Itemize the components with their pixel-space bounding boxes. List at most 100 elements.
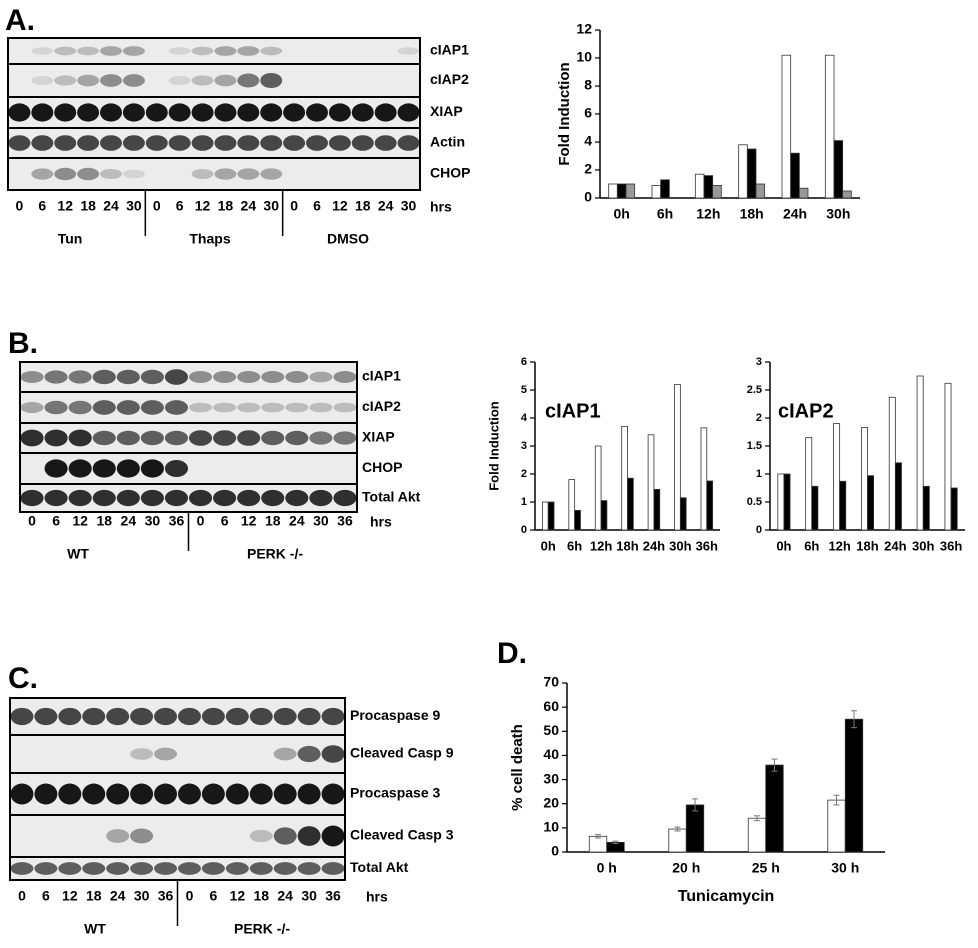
lane-label: 24 bbox=[241, 198, 257, 214]
bar bbox=[833, 140, 844, 199]
bar bbox=[621, 425, 628, 531]
blot-band bbox=[34, 862, 58, 875]
blot-band bbox=[168, 135, 191, 151]
lane-label: 36 bbox=[325, 888, 341, 904]
lane-label: 12 bbox=[57, 198, 73, 214]
lane-label: 36 bbox=[169, 513, 185, 529]
blot-band bbox=[154, 862, 178, 875]
blot-band bbox=[285, 489, 309, 507]
blot-band bbox=[237, 73, 260, 88]
blot-band bbox=[68, 489, 92, 507]
blot-band bbox=[260, 168, 283, 180]
lane-label: 18 bbox=[86, 888, 102, 904]
y-axis-label: Fold Induction bbox=[556, 62, 573, 165]
blot-band bbox=[130, 707, 154, 726]
bar bbox=[746, 148, 757, 199]
blot-band bbox=[397, 103, 420, 122]
x-tick-label: 12h bbox=[590, 538, 612, 553]
blot-band bbox=[397, 135, 420, 151]
y-tick-label: 50 bbox=[543, 722, 559, 738]
x-tick-label: 24h bbox=[884, 538, 906, 553]
y-tick-label: 2.5 bbox=[747, 384, 762, 396]
bar bbox=[922, 485, 930, 531]
y-tick-label: 4 bbox=[521, 412, 528, 424]
lane-label: 24 bbox=[121, 513, 137, 529]
row-label: cIAP2 bbox=[362, 398, 401, 414]
blot-strip bbox=[7, 157, 421, 191]
blot-band bbox=[100, 168, 122, 180]
y-tick-label: 6 bbox=[521, 356, 527, 368]
chart-title: cIAP1 bbox=[545, 400, 601, 422]
blot-band bbox=[214, 135, 237, 151]
blot-band bbox=[54, 75, 77, 86]
lane-label: 24 bbox=[277, 888, 293, 904]
bar bbox=[738, 144, 748, 199]
blot-band bbox=[10, 783, 34, 805]
row-label: Actin bbox=[430, 134, 465, 150]
blot-band bbox=[92, 400, 116, 415]
blot-band bbox=[54, 46, 77, 56]
lane-label: 18 bbox=[96, 513, 112, 529]
blot-band bbox=[249, 862, 273, 875]
blot-band bbox=[31, 75, 54, 86]
blot-band bbox=[154, 747, 178, 761]
lane-label: 30 bbox=[126, 198, 142, 214]
blot-band bbox=[164, 489, 189, 507]
bar bbox=[703, 175, 714, 199]
y-tick-label: 40 bbox=[543, 746, 559, 762]
x-tick-label: 18h bbox=[740, 206, 764, 222]
blot-band bbox=[68, 400, 92, 415]
blot-band bbox=[333, 489, 357, 507]
blot-band bbox=[100, 46, 122, 56]
lane-label: 12 bbox=[241, 513, 257, 529]
blot-band bbox=[164, 400, 189, 415]
blot-band bbox=[188, 402, 213, 413]
blot-band bbox=[92, 459, 116, 478]
blot-band bbox=[188, 371, 213, 383]
bar bbox=[944, 382, 952, 531]
bar bbox=[674, 383, 681, 531]
x-tick-label: 0h bbox=[776, 538, 791, 553]
blot-band bbox=[237, 489, 261, 507]
blot-band bbox=[191, 103, 214, 122]
blot-band bbox=[201, 862, 225, 875]
blot-band bbox=[321, 783, 345, 805]
blot-strip bbox=[9, 734, 346, 774]
blot-band bbox=[10, 707, 34, 726]
row-label: CHOP bbox=[430, 165, 470, 181]
y-tick-label: 1 bbox=[756, 468, 762, 480]
blot-band bbox=[261, 430, 285, 446]
blot-band bbox=[82, 707, 106, 726]
lane-label: 30 bbox=[401, 198, 417, 214]
blot-band bbox=[68, 370, 92, 384]
row-label: XIAP bbox=[362, 429, 395, 445]
blot-band bbox=[213, 371, 237, 383]
blot-band bbox=[82, 783, 106, 805]
blot-band bbox=[191, 75, 214, 86]
blot-band bbox=[130, 862, 154, 875]
blot-band bbox=[237, 103, 260, 122]
blot-band bbox=[237, 46, 260, 56]
blot-band bbox=[54, 103, 77, 122]
y-tick-label: 30 bbox=[543, 770, 559, 786]
x-tick-label: 30h bbox=[669, 538, 691, 553]
blot-band bbox=[122, 135, 145, 151]
blot-band bbox=[249, 783, 273, 805]
blot-band bbox=[154, 707, 178, 726]
bar bbox=[805, 437, 813, 531]
blot-band bbox=[333, 371, 357, 383]
blot-band bbox=[273, 827, 297, 845]
blot-band bbox=[58, 783, 82, 805]
blot-band bbox=[306, 103, 328, 122]
row-label: Procaspase 3 bbox=[350, 785, 440, 801]
bar bbox=[712, 184, 722, 199]
blot-band bbox=[58, 862, 82, 875]
blot-band bbox=[58, 707, 82, 726]
x-axis-label: Tunicamycin bbox=[678, 888, 775, 905]
lane-label: 18 bbox=[265, 513, 281, 529]
blot-band bbox=[333, 431, 357, 445]
blot-band bbox=[261, 489, 285, 507]
y-tick-label: 10 bbox=[543, 819, 559, 835]
blot-band bbox=[77, 46, 100, 56]
bar bbox=[647, 434, 655, 531]
